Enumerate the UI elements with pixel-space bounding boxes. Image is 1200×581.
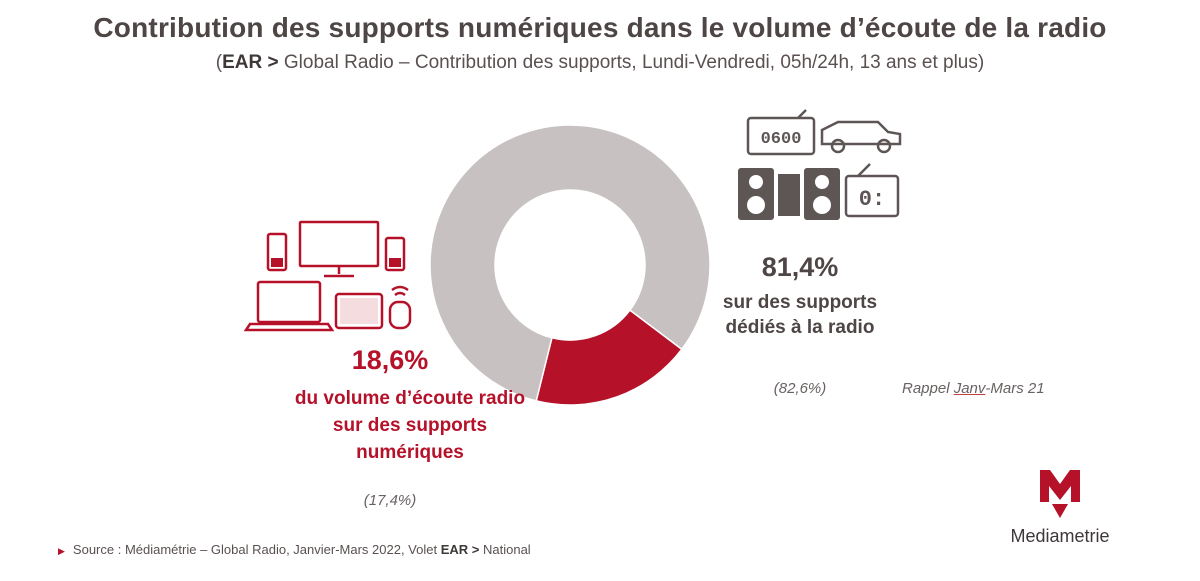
donut-slice-1 <box>429 124 711 402</box>
chart-title: Contribution des supports numériques dan… <box>93 12 1107 43</box>
clock-display-text: 0600 <box>761 130 802 149</box>
digital-previous-value: (17,4%) <box>363 492 417 509</box>
logo-text: Mediametrie <box>1010 526 1110 546</box>
digital-share-description: du volume d’écoute radio sur des support… <box>250 385 570 466</box>
mediametrie-logo <box>1040 470 1080 518</box>
source-after: National <box>479 542 531 557</box>
dedicated-previous-value: (82,6%) <box>773 380 827 397</box>
source-before: Source : Médiamétrie – Global Radio, Jan… <box>72 542 441 557</box>
digital-desc-line3: numériques <box>356 442 464 463</box>
subtitle-rest: Global Radio – Contribution des supports… <box>278 52 985 73</box>
reminder-after: -Mars 21 <box>985 380 1045 397</box>
dedicated-desc-line1: sur des supports <box>722 292 878 313</box>
dedicated-share-value: 81,4% <box>761 252 839 282</box>
digital-desc-line2: sur des supports <box>332 415 488 436</box>
dedicated-desc-line2: dédiés à la radio <box>725 317 875 338</box>
bullet-triangle-icon: ▶ <box>58 546 65 556</box>
dedicated-share-description: sur des supports dédiés à la radio <box>700 290 900 340</box>
digital-desc-line1: du volume d’écoute radio <box>294 388 526 409</box>
radio-display-text: 0: <box>859 187 885 212</box>
chart-subtitle: (EAR > Global Radio – Contribution des s… <box>0 52 1200 74</box>
source-bold: EAR > <box>440 542 480 557</box>
source-note: ▶ Source : Médiamétrie – Global Radio, Ja… <box>58 542 531 557</box>
subtitle-bold: EAR > <box>222 52 279 73</box>
digital-devices-icon <box>243 220 412 332</box>
reminder-before: Rappel <box>902 380 954 397</box>
reminder-underlined: Janv <box>953 380 986 397</box>
subtitle-open: ( <box>215 52 223 73</box>
digital-share-value: 18,6% <box>351 345 429 375</box>
donut-chart <box>429 124 711 406</box>
radio-devices-icon: 0600 0: <box>738 109 902 220</box>
reminder-note: Rappel Janv-Mars 21 <box>902 380 1122 397</box>
